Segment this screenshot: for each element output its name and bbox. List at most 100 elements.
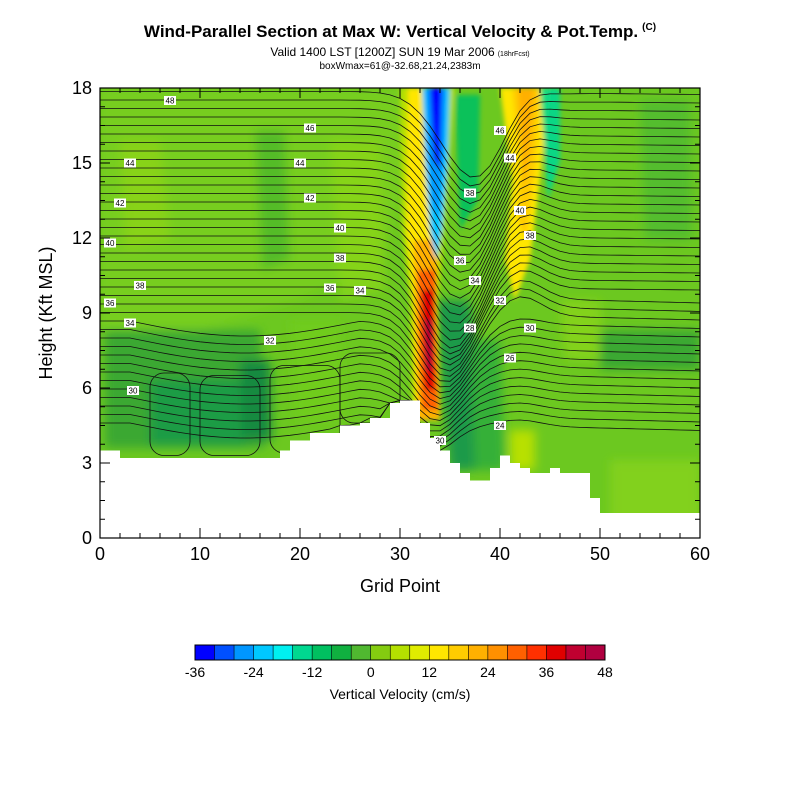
- contour-label-bg: [469, 276, 481, 285]
- colorbar-swatch: [507, 645, 528, 660]
- x-axis-title: Grid Point: [360, 576, 440, 596]
- colorbar-tick-label: 0: [367, 664, 375, 680]
- contour-label-bg: [494, 126, 506, 135]
- contour-label: 30: [129, 387, 138, 396]
- colorbar-swatch: [565, 645, 586, 660]
- x-tick-label: 20: [290, 544, 310, 564]
- plume2-teal: [540, 88, 560, 200]
- theta-contour-line: [100, 99, 700, 187]
- colorbar-swatch: [214, 645, 235, 660]
- patch-right-low: [610, 460, 700, 528]
- theta-contour-line: [100, 318, 700, 388]
- theta-contour-line: [100, 254, 700, 355]
- theta-contour-line: [100, 326, 700, 394]
- contour-labels: 30 32 34 34 36 36 38 38 40 40 42 42 44 44 46 48 30 28 32 34…: [104, 96, 536, 446]
- theta-contour-line: [100, 198, 700, 299]
- contour-label: 28: [466, 324, 475, 333]
- chart-subtitle: Valid 1400 LST [1200Z] SUN 19 Mar 2006 (1…: [0, 45, 800, 59]
- contour-label-bg: [304, 193, 316, 203]
- colorbar-swatch: [448, 645, 469, 660]
- colorbar-swatch: [390, 645, 411, 660]
- y-tick-label: 3: [82, 453, 92, 473]
- y-tick-label: 18: [72, 78, 92, 98]
- contour-label: 42: [306, 194, 315, 203]
- colorbar-swatch: [526, 645, 547, 660]
- colorbar-swatch: [292, 645, 313, 660]
- theta-contour-line: [100, 270, 700, 366]
- contour-label: 38: [136, 282, 145, 291]
- theta-contour-cell: [149, 372, 191, 456]
- x-tick-label: 60: [690, 544, 710, 564]
- patch-right-top: [640, 100, 692, 240]
- colorbar-swatch: [234, 645, 254, 660]
- velocity-field: [100, 88, 700, 538]
- theta-contour-line: [100, 214, 700, 316]
- theta-contour-line: [100, 296, 700, 382]
- contour-label-bg: [454, 256, 466, 265]
- colorbar-tick-label: -12: [302, 664, 322, 680]
- colorbar-swatch: [429, 645, 450, 660]
- chart-subtitle-text: Valid 1400 LST [1200Z] SUN 19 Mar 2006: [270, 45, 495, 59]
- theta-contour-line: [100, 238, 700, 341]
- chart-subtitle2: boxWmax=61@-32.68,21.24,2383m: [319, 61, 481, 72]
- contour-label: 42: [116, 199, 125, 208]
- theta-contour-line: [100, 183, 700, 282]
- theta-contour-line: [100, 262, 700, 360]
- contour-label: 32: [496, 297, 505, 306]
- contour-label-bg: [324, 283, 336, 293]
- colorbar-swatch: [312, 645, 332, 660]
- contour-label-bg: [124, 318, 136, 328]
- contour-label: 36: [326, 284, 335, 293]
- theta-contour-line: [100, 222, 700, 324]
- contour-label-bg: [334, 253, 346, 263]
- contour-label-bg: [434, 436, 446, 445]
- colorbar-swatch: [331, 645, 352, 660]
- terrain-mask: [100, 400, 700, 538]
- patch-right-light: [560, 300, 605, 360]
- x-tick-label: 40: [490, 544, 510, 564]
- theta-contour-line: [100, 153, 700, 247]
- colorbar-tick-label: 12: [421, 664, 437, 680]
- y-tick-label: 0: [82, 528, 92, 548]
- theta-contour-line: [100, 288, 700, 377]
- contour-label-bg: [104, 298, 116, 308]
- colorbar-swatch: [468, 645, 489, 660]
- chart-title-text: Wind-Parallel Section at Max W: Vertical…: [143, 22, 639, 41]
- colorbar-frame: [194, 644, 606, 661]
- contour-label: 30: [526, 324, 535, 333]
- theta-contour-line: [100, 138, 700, 230]
- contour-label: 26: [506, 354, 515, 363]
- contour-label-bg: [294, 158, 306, 168]
- colorbar-swatch: [546, 645, 567, 660]
- contour-label-bg: [494, 421, 506, 430]
- contour-label: 24: [496, 422, 505, 431]
- field-patches: [100, 88, 700, 528]
- contour-label-bg: [464, 323, 476, 333]
- theta-contour-cell: [199, 375, 261, 456]
- colorbar-swatch: [585, 645, 606, 660]
- theta-contour-line: [100, 230, 700, 332]
- colorbar-title: Vertical Velocity (cm/s): [330, 686, 471, 702]
- contour-label: 40: [106, 239, 115, 248]
- theta-contour-line: [100, 246, 700, 349]
- contour-label-bg: [134, 281, 146, 290]
- x-axis: 0 10 20 30 40 50 60: [95, 88, 710, 564]
- patch-upper-col2: [255, 130, 290, 270]
- patch-yellow-small: [510, 430, 535, 470]
- theta-contour-line: [100, 161, 700, 255]
- y-tick-label: 9: [82, 303, 92, 323]
- colorbar-swatch: [487, 645, 508, 660]
- theta-contour-line: [100, 168, 700, 264]
- y-axis-title: Height (Kft MSL): [36, 246, 56, 379]
- colorbar-swatch: [273, 645, 293, 660]
- contour-label-bg: [354, 286, 366, 295]
- patch-low-stripe: [240, 360, 272, 440]
- theta-contour-line: [100, 191, 700, 291]
- theta-contour-line: [100, 123, 700, 213]
- colorbar-tick-label: 24: [480, 664, 496, 680]
- contour-label: 40: [516, 207, 525, 216]
- theta-contour-line: [100, 130, 700, 222]
- contour-label-bg: [464, 188, 476, 198]
- contour-label: 36: [456, 257, 465, 266]
